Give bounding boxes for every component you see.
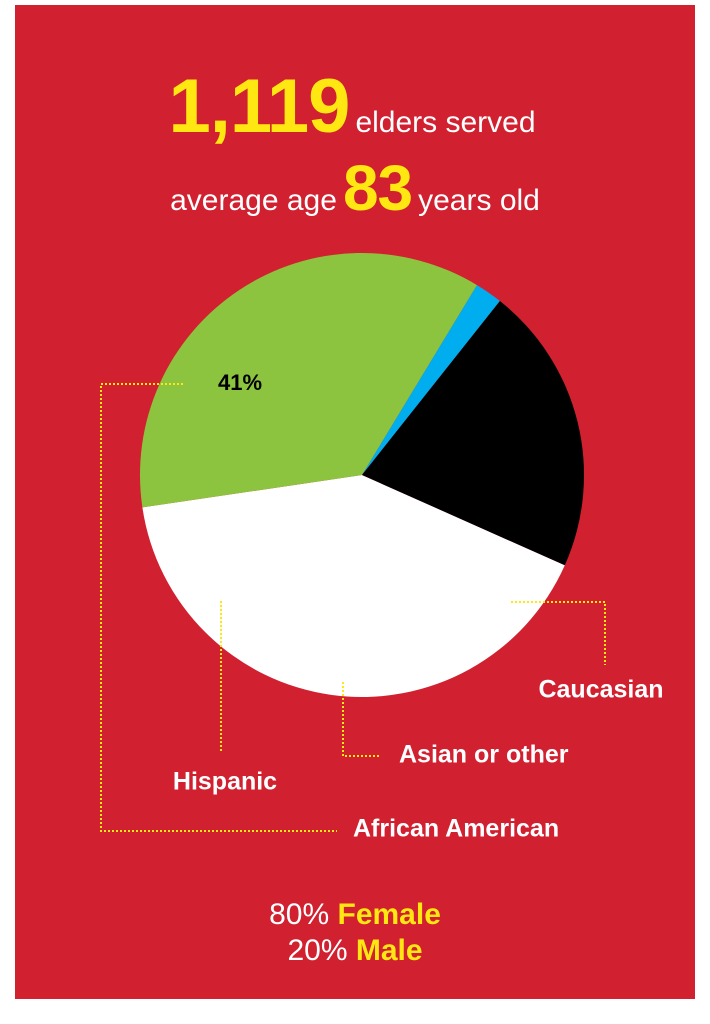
category-label-asian-or-other: Asian or other [399, 741, 569, 769]
average-age-prefix: average age [170, 184, 337, 217]
category-label-african-american: African American [353, 815, 559, 843]
female-label: Female [337, 898, 441, 931]
pie-slice-asian-or-other [362, 285, 500, 475]
pie-slice-hispanic [362, 301, 585, 566]
leader-line-african-american [100, 383, 337, 832]
average-age-line: average age83 years old [15, 151, 695, 224]
category-label-caucasian: Caucasian [538, 676, 663, 704]
female-stat: 80% Female [15, 898, 695, 932]
average-age-value: 83 [342, 152, 413, 224]
ethnicity-pie-chart: 41% African American 36% Caucasian 2% Asian o… [100, 253, 664, 843]
elders-count: 1,119 [168, 64, 350, 149]
elders-served-text: elders served [355, 106, 536, 139]
leader-lines [100, 383, 606, 832]
male-label: Male [355, 934, 423, 967]
pie-slices [139, 253, 585, 698]
category-label-hispanic: Hispanic [173, 768, 277, 796]
male-stat: 20% Male [15, 934, 695, 968]
elders-served-line: 1,119 elders served [15, 63, 695, 149]
value-label-african-american: 41% [218, 370, 262, 395]
pie-slice-caucasian [139, 253, 477, 508]
value-label-hispanic: 21% [203, 577, 247, 602]
value-label-asian-or-other: 2% [331, 651, 363, 676]
male-percent: 20% [287, 934, 348, 967]
pie-slice-african-american [142, 475, 565, 698]
average-age-suffix: years old [418, 184, 540, 217]
value-label-caucasian: 36% [457, 589, 501, 614]
female-percent: 80% [269, 898, 330, 931]
leader-line-caucasian [511, 601, 606, 665]
leader-line-asian-or-other [342, 682, 381, 757]
infographic-panel: 1,119 elders served average age83 years ol… [15, 5, 695, 999]
pie-labels: 41% African American 36% Caucasian 2% Asian o… [173, 370, 664, 843]
